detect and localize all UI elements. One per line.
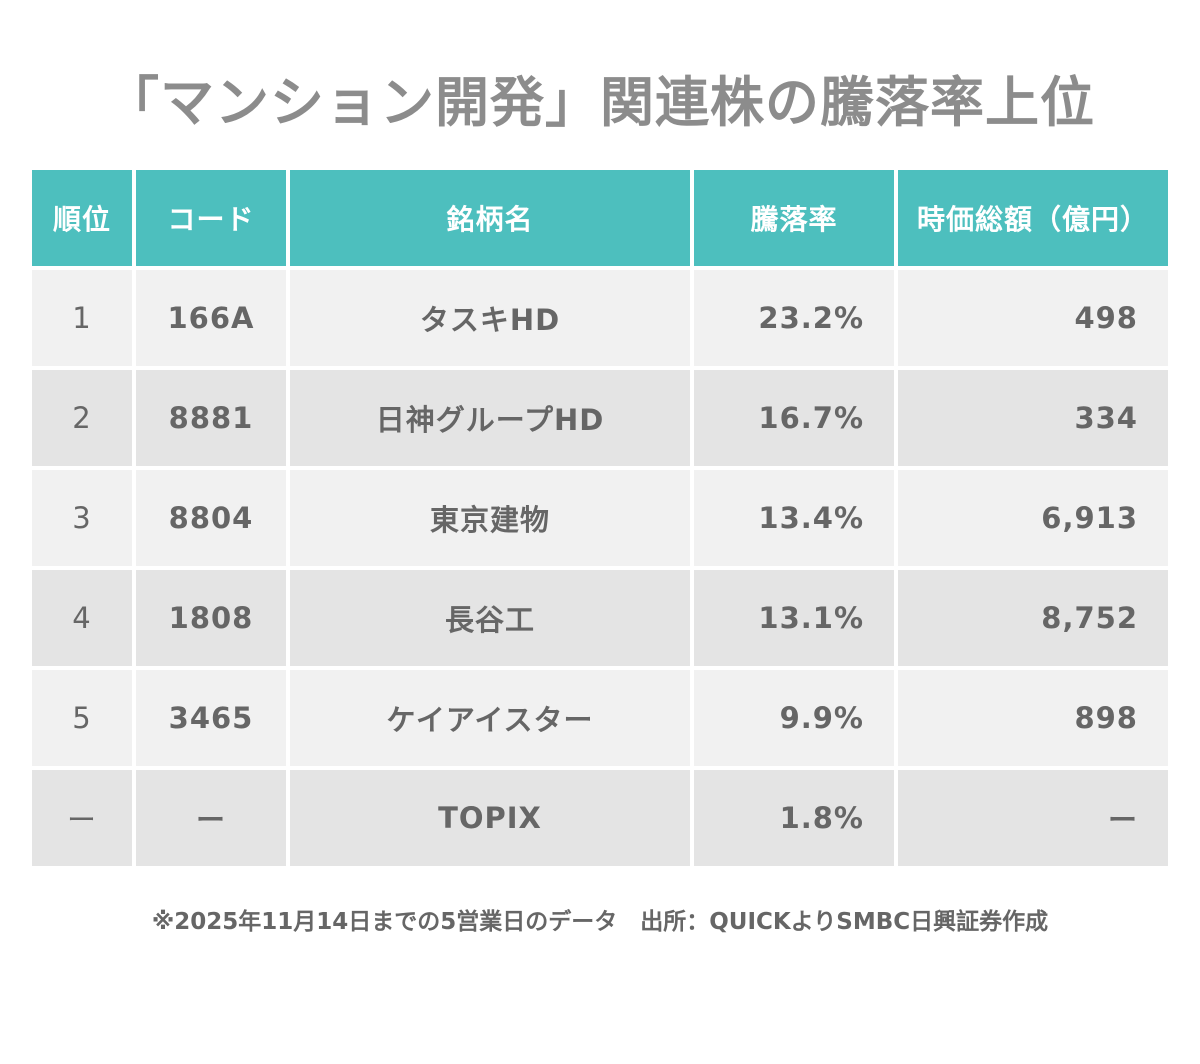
page-title: 「マンション開発」関連株の騰落率上位: [105, 71, 1095, 134]
cell-market-cap: 498: [898, 270, 1168, 366]
cell-rank: ー: [32, 770, 132, 866]
cell-change: 13.4%: [694, 470, 894, 566]
cell-code: 3465: [136, 670, 286, 766]
cell-name: 長谷工: [290, 570, 690, 666]
header-market-cap: 時価総額（億円）: [898, 170, 1168, 266]
ranking-table: 順位 コード 銘柄名 騰落率 時価総額（億円） 1 166A タスキHD 23.2% 498 2 88…: [32, 170, 1168, 866]
cell-code: 166A: [136, 270, 286, 366]
cell-rank: 4: [32, 570, 132, 666]
cell-rank: 3: [32, 470, 132, 566]
cell-name: TOPIX: [290, 770, 690, 866]
cell-market-cap: 8,752: [898, 570, 1168, 666]
cell-name: タスキHD: [290, 270, 690, 366]
cell-code: 8881: [136, 370, 286, 466]
cell-change: 13.1%: [694, 570, 894, 666]
cell-name: ケイアイスター: [290, 670, 690, 766]
cell-market-cap: 6,913: [898, 470, 1168, 566]
cell-code: 8804: [136, 470, 286, 566]
header-name: 銘柄名: [290, 170, 690, 266]
cell-market-cap: 334: [898, 370, 1168, 466]
cell-name: 日神グループHD: [290, 370, 690, 466]
cell-name: 東京建物: [290, 470, 690, 566]
header-change: 騰落率: [694, 170, 894, 266]
cell-change: 1.8%: [694, 770, 894, 866]
cell-code: ー: [136, 770, 286, 866]
cell-code: 1808: [136, 570, 286, 666]
cell-rank: 2: [32, 370, 132, 466]
cell-rank: 1: [32, 270, 132, 366]
source-note: ※2025年11月14日までの5営業日のデータ 出所：QUICKよりSMBC日興…: [151, 909, 1049, 935]
cell-market-cap: ー: [898, 770, 1168, 866]
cell-change: 9.9%: [694, 670, 894, 766]
cell-change: 16.7%: [694, 370, 894, 466]
cell-change: 23.2%: [694, 270, 894, 366]
header-rank: 順位: [32, 170, 132, 266]
cell-market-cap: 898: [898, 670, 1168, 766]
header-code: コード: [136, 170, 286, 266]
cell-rank: 5: [32, 670, 132, 766]
